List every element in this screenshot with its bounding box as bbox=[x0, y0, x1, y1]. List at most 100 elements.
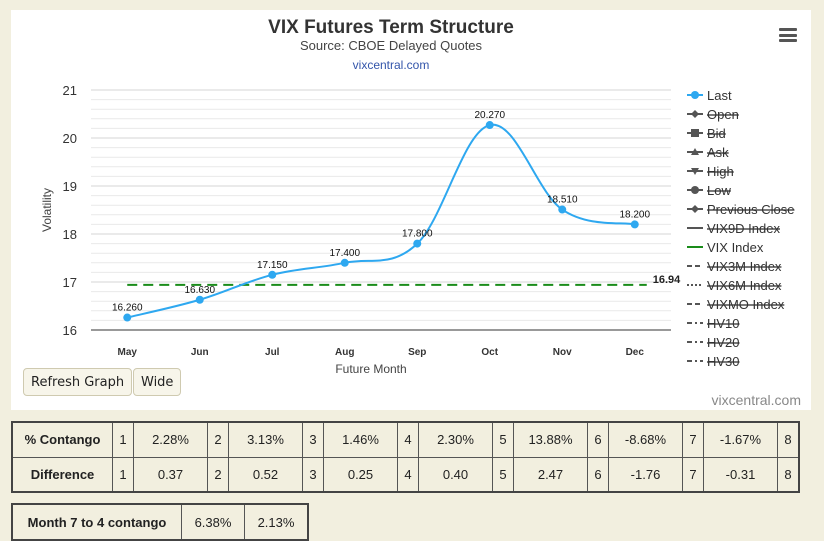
refresh-graph-button[interactable]: Refresh Graph bbox=[23, 368, 133, 396]
contango-value: 2.30% bbox=[418, 421, 493, 458]
last-series-line bbox=[127, 124, 635, 319]
legend-item[interactable]: VIXMO Index bbox=[687, 297, 785, 312]
legend-item[interactable]: Low bbox=[687, 183, 731, 198]
legend-label: HV20 bbox=[707, 335, 740, 350]
legend-item[interactable]: Bid bbox=[687, 126, 726, 141]
legend-label: High bbox=[707, 164, 734, 179]
contango-value: -8.68% bbox=[608, 421, 683, 458]
contango-index: 3 bbox=[302, 421, 324, 458]
last-data-point bbox=[485, 121, 494, 130]
legend-label: VIX3M Index bbox=[707, 259, 782, 274]
x-axis-title: Future Month bbox=[335, 362, 406, 376]
chart-menu-icon[interactable] bbox=[779, 28, 797, 42]
y-tick-label: 21 bbox=[63, 83, 77, 98]
x-tick-label: Jul bbox=[265, 347, 280, 358]
legend-label: VIX Index bbox=[707, 240, 764, 255]
data-label: 18.200 bbox=[619, 209, 650, 220]
contango-row: % Contango 1 2.28% 2 3.13% 3 1.46% 4 2.30% 5 13.88… bbox=[11, 421, 800, 458]
last-data-point bbox=[123, 313, 132, 322]
difference-index: 2 bbox=[207, 456, 229, 493]
difference-value: -0.31 bbox=[703, 456, 778, 493]
legend-label: Low bbox=[707, 183, 731, 198]
chart-title: VIX Futures Term Structure bbox=[268, 17, 514, 38]
chart-source-link[interactable]: vixcentral.com bbox=[352, 58, 430, 72]
contango-index: 6 bbox=[587, 421, 609, 458]
difference-index: 8 bbox=[777, 456, 800, 493]
legend-label: Previous Close bbox=[707, 202, 794, 217]
chart-credit: vixcentral.com bbox=[711, 392, 801, 408]
difference-value: 0.25 bbox=[323, 456, 398, 493]
legend-item[interactable]: VIX Index bbox=[687, 240, 764, 255]
y-tick-label: 18 bbox=[63, 227, 77, 242]
x-tick-label: Nov bbox=[553, 347, 572, 358]
difference-index: 1 bbox=[112, 456, 134, 493]
legend-item[interactable]: HV30 bbox=[687, 354, 740, 369]
data-label: 17.800 bbox=[402, 229, 433, 240]
legend-item[interactable]: HV10 bbox=[687, 316, 740, 331]
data-label: 17.400 bbox=[329, 248, 360, 259]
difference-index: 7 bbox=[682, 456, 704, 493]
last-data-point bbox=[268, 270, 277, 279]
contango-index: 7 bbox=[682, 421, 704, 458]
legend-label: VIXMO Index bbox=[707, 297, 785, 312]
x-tick-label: Sep bbox=[408, 347, 426, 358]
y-axis-title: Volatility bbox=[40, 188, 54, 232]
difference-value: 2.47 bbox=[513, 456, 588, 493]
x-tick-label: Dec bbox=[626, 347, 645, 358]
contango-value: -1.67% bbox=[703, 421, 778, 458]
month-7-to-4-value: 2.13% bbox=[244, 503, 309, 541]
contango-value: 13.88% bbox=[513, 421, 588, 458]
legend-label: Bid bbox=[707, 126, 726, 141]
contango-index: 4 bbox=[397, 421, 419, 458]
legend-item[interactable]: High bbox=[687, 164, 734, 179]
legend-label: VIX9D Index bbox=[707, 221, 780, 236]
data-label: 18.510 bbox=[547, 195, 578, 206]
last-data-point bbox=[630, 220, 639, 229]
contango-label: % Contango bbox=[11, 421, 113, 458]
contango-table: % Contango 1 2.28% 2 3.13% 3 1.46% 4 2.30% 5 13.88… bbox=[11, 421, 800, 493]
x-tick-label: Oct bbox=[481, 347, 498, 358]
contango-index: 1 bbox=[112, 421, 134, 458]
legend-label: HV10 bbox=[707, 316, 740, 331]
difference-index: 6 bbox=[587, 456, 609, 493]
chart-svg: 16 17 18 19 20 21 May Jun Jul Aug Sep Oct Nov Dec Futu… bbox=[40, 83, 794, 376]
legend-item[interactable]: Open bbox=[687, 107, 739, 122]
legend-item[interactable]: Last bbox=[687, 88, 732, 103]
data-label: 20.270 bbox=[474, 110, 505, 121]
x-tick-label: Jun bbox=[191, 347, 209, 358]
legend-label: Open bbox=[707, 107, 739, 122]
x-tick-label: May bbox=[118, 347, 138, 358]
legend-item[interactable]: VIX9D Index bbox=[687, 221, 780, 236]
contango-value: 1.46% bbox=[323, 421, 398, 458]
legend-label: Last bbox=[707, 88, 732, 103]
month-7-to-4-label: Month 7 to 4 contango bbox=[11, 503, 182, 541]
y-tick-label: 17 bbox=[63, 275, 77, 290]
difference-value: 0.37 bbox=[133, 456, 208, 493]
last-data-point bbox=[413, 239, 422, 248]
contango-index: 2 bbox=[207, 421, 229, 458]
data-label: 16.260 bbox=[112, 303, 143, 314]
vix-index-label: 16.94 bbox=[653, 274, 681, 286]
difference-value: 0.52 bbox=[228, 456, 303, 493]
difference-value: 0.40 bbox=[418, 456, 493, 493]
legend-item[interactable]: VIX6M Index bbox=[687, 278, 782, 293]
month-7-to-4-row: Month 7 to 4 contango 6.38% 2.13% bbox=[11, 503, 309, 541]
difference-value: -1.76 bbox=[608, 456, 683, 493]
contango-index: 5 bbox=[492, 421, 514, 458]
legend-item[interactable]: HV20 bbox=[687, 335, 740, 350]
legend-item[interactable]: VIX3M Index bbox=[687, 259, 782, 274]
legend-item[interactable]: Previous Close bbox=[687, 202, 794, 217]
legend-label: VIX6M Index bbox=[707, 278, 782, 293]
last-data-point bbox=[340, 258, 349, 267]
wide-button[interactable]: Wide bbox=[133, 368, 182, 396]
data-label: 16.630 bbox=[184, 285, 215, 296]
difference-index: 4 bbox=[397, 456, 419, 493]
difference-row: Difference 1 0.37 2 0.52 3 0.25 4 0.40 5 2.47 6 -1.7… bbox=[11, 456, 800, 493]
y-tick-label: 20 bbox=[63, 131, 77, 146]
last-data-point bbox=[195, 295, 204, 304]
difference-label: Difference bbox=[11, 456, 113, 493]
chart-subtitle: Source: CBOE Delayed Quotes bbox=[299, 38, 483, 53]
difference-index: 3 bbox=[302, 456, 324, 493]
legend-item[interactable]: Ask bbox=[687, 145, 729, 160]
last-data-point bbox=[558, 205, 567, 214]
